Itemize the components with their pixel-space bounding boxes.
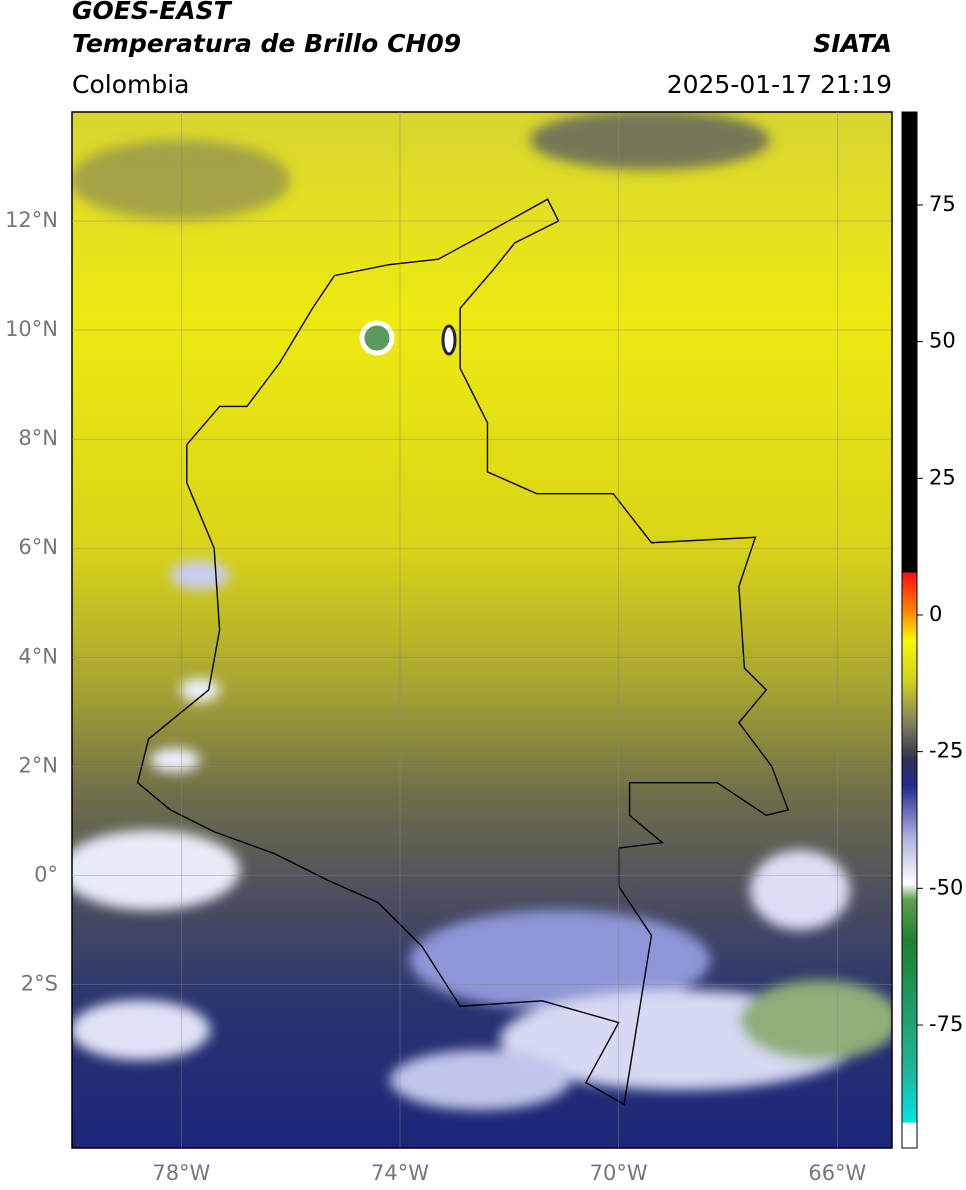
subtitle: Temperatura de Brillo CH09	[72, 29, 461, 58]
storm-cell	[359, 320, 395, 356]
lat-label: 8°N	[18, 426, 58, 450]
storm-cell	[441, 324, 457, 356]
colorbar-tick-label: 0	[929, 602, 942, 626]
country-border	[136, 198, 790, 1106]
satellite-image	[72, 112, 892, 1148]
lon-label: 70°W	[590, 1161, 648, 1185]
colorbar-tick-label: 25	[929, 465, 956, 489]
lat-label: 10°N	[5, 317, 58, 341]
lat-label: 0°	[34, 862, 58, 886]
lat-label: 2°S	[21, 971, 58, 995]
colorbar-tick-label: -75	[929, 1012, 963, 1036]
colorbar-tick-label: 75	[929, 192, 956, 216]
datetime: 2025-01-17 21:19	[667, 70, 892, 99]
map-frame	[71, 111, 893, 1149]
lat-label: 12°N	[5, 208, 58, 232]
lat-label: 2°N	[18, 753, 58, 777]
lat-label: 4°N	[18, 644, 58, 668]
title: GOES-EAST	[72, 0, 233, 25]
region: Colombia	[72, 70, 189, 99]
lat-label: 6°N	[18, 535, 58, 559]
lon-label: 74°W	[371, 1161, 429, 1185]
graticule	[72, 112, 892, 1148]
colorbar	[901, 111, 918, 1149]
source: SIATA	[813, 29, 892, 58]
lon-label: 78°W	[152, 1161, 210, 1185]
cloud-field	[72, 112, 892, 1110]
colorbar-tick-label: -50	[929, 875, 963, 899]
lon-label: 66°W	[808, 1161, 866, 1185]
colorbar-tick-label: 50	[929, 329, 956, 353]
colorbar-tick-label: -25	[929, 739, 963, 763]
